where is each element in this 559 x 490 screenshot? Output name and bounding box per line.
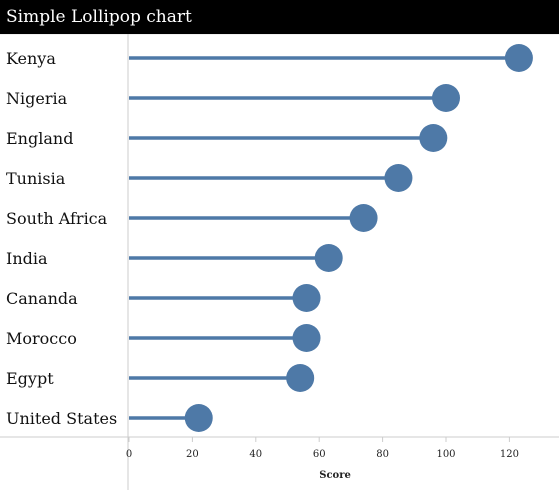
x-tick-label: 60	[313, 449, 326, 460]
lollipop-head	[184, 404, 213, 432]
category-label: Tunisia	[6, 169, 66, 188]
lollipop-head	[349, 204, 378, 232]
category-label: Cananda	[6, 289, 78, 308]
x-tick-label: 20	[186, 449, 199, 460]
lollipop-head	[432, 84, 460, 112]
x-tick-label: 40	[249, 449, 262, 460]
category-label: Egypt	[6, 369, 54, 388]
x-tick-label: 100	[436, 449, 455, 460]
category-label: United States	[6, 409, 117, 428]
lollipop-head	[384, 164, 413, 192]
lollipop-head	[292, 284, 321, 312]
plot-area: 0 20 40 60 80 100 120 Kenya Nigeria England Tunisi…	[0, 34, 559, 490]
category-label: England	[6, 129, 73, 148]
category-label: Nigeria	[6, 89, 68, 108]
lollipop-chart: 0 20 40 60 80 100 120 Kenya Nigeria England Tunisi…	[0, 34, 559, 490]
x-tick-label: 0	[126, 449, 132, 460]
x-tick-label: 120	[500, 449, 519, 460]
lollipop-head	[419, 124, 448, 152]
category-label: Morocco	[6, 329, 77, 348]
x-tick-label: 80	[376, 449, 389, 460]
lollipop-head	[286, 364, 315, 392]
x-axis-title: Score	[319, 470, 351, 481]
lollipop-head	[314, 244, 343, 272]
chart-title: Simple Lollipop chart	[6, 7, 192, 27]
lollipop-head	[292, 324, 321, 352]
category-label: India	[6, 249, 48, 268]
chart-header: Simple Lollipop chart	[0, 0, 559, 34]
category-label: South Africa	[6, 209, 108, 228]
category-label: Kenya	[6, 49, 56, 68]
lollipop-head	[504, 44, 533, 72]
